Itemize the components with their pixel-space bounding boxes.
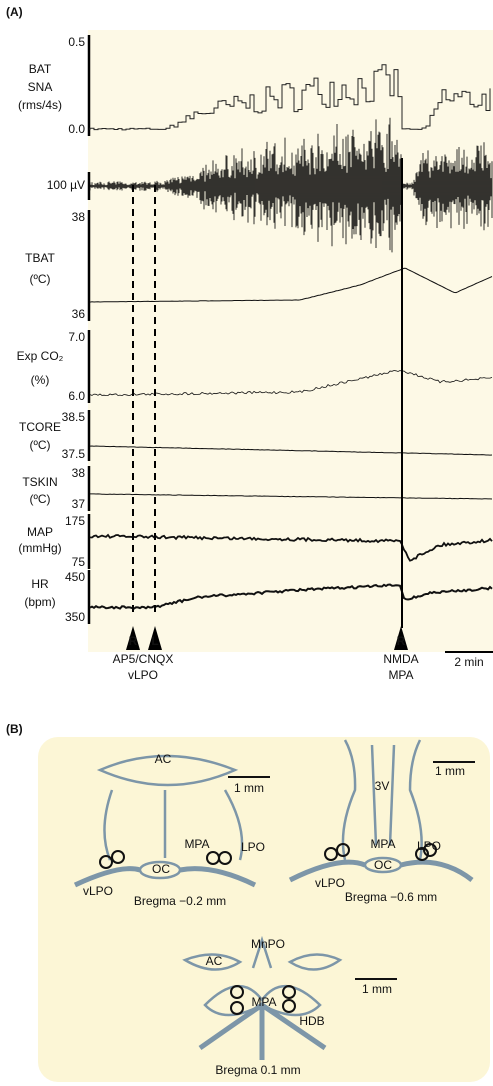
sna-trace <box>89 64 491 131</box>
label: HDB <box>299 1014 324 1028</box>
outline <box>288 859 474 883</box>
trace-name: HR <box>31 577 49 591</box>
scale-label: 0.0 <box>68 122 85 136</box>
scale-label: 38.5 <box>62 410 86 424</box>
label: MPA <box>184 837 209 851</box>
label: LPO <box>241 840 265 854</box>
trace-name: MAP <box>27 525 53 539</box>
brain-section <box>73 739 475 1060</box>
label: MPA <box>370 837 395 851</box>
time-scale-label: 2 min <box>454 655 483 669</box>
marker <box>148 626 162 650</box>
outline <box>341 739 423 861</box>
scale-label: 38 <box>72 210 86 224</box>
trace-name: TBAT <box>25 251 55 265</box>
tbat-trace <box>89 267 493 303</box>
outline <box>103 789 244 861</box>
scale-label: 6.0 <box>68 389 85 403</box>
scale-label: 450 <box>65 570 85 584</box>
trace-name: (ºC) <box>29 438 50 452</box>
scale-label: 37 <box>72 497 86 511</box>
outline <box>73 866 257 888</box>
site <box>230 1001 244 1015</box>
tskin-trace <box>90 493 493 500</box>
marker-label: R <box>129 634 138 648</box>
label: 1 mm <box>234 781 264 795</box>
label: LPO <box>417 839 441 853</box>
injection-site: vLPO <box>128 668 158 682</box>
co2-trace <box>89 370 493 397</box>
trace-name: (mmHg) <box>18 541 61 555</box>
hr-trace <box>89 583 493 610</box>
outline <box>96 754 239 787</box>
label: MPA <box>251 995 276 1009</box>
section-labels: AC 1 mm MPA LPO OC vLPO Bregma −0.2 mm 1… <box>83 752 465 1077</box>
traces: BAT SNA (rms/4s) 0.5 0.0 100 µV TBAT (ºC) 38 36 Ex… <box>17 35 493 682</box>
label: 1 mm <box>435 764 465 778</box>
injection-drug: AP5/CNQX <box>113 652 174 666</box>
map-trace <box>89 533 493 562</box>
label: OC <box>152 862 170 876</box>
trace-name: BAT <box>29 62 52 76</box>
label: MnPO <box>251 937 285 951</box>
site <box>336 843 350 857</box>
trace-name: Exp CO₂ <box>17 349 64 363</box>
scale-label: 100 µV <box>47 178 85 192</box>
panel-label: (B) <box>6 722 23 736</box>
panel-a-background <box>88 30 493 652</box>
site <box>218 851 232 865</box>
scale-label: 36 <box>72 307 86 321</box>
scale-label: 38 <box>72 466 86 480</box>
bregma: Bregma −0.6 mm <box>345 890 437 904</box>
outline <box>182 935 343 971</box>
injection-drug: NMDA <box>383 652 418 666</box>
label: vLPO <box>315 876 345 890</box>
marker <box>394 626 408 650</box>
tcore-trace <box>89 445 493 456</box>
marker <box>126 626 140 650</box>
marker-label: R <box>397 634 406 648</box>
scale-label: 0.5 <box>68 35 85 49</box>
label: OC <box>374 858 392 872</box>
trace-name: (bpm) <box>24 595 55 609</box>
bregma: Bregma 0.1 mm <box>215 1063 300 1077</box>
bregma: Bregma −0.2 mm <box>134 894 226 908</box>
site <box>282 985 296 999</box>
site <box>99 855 113 869</box>
scale-label: 75 <box>72 555 86 569</box>
label: 3V <box>375 779 390 793</box>
trace-name: (ºC) <box>29 492 50 506</box>
site <box>423 843 437 857</box>
scale-label: 175 <box>65 514 85 528</box>
label: vLPO <box>83 884 113 898</box>
site <box>324 847 338 861</box>
marker-label: L <box>151 634 158 648</box>
outline <box>198 1001 327 1060</box>
trace-name: TSKIN <box>22 475 57 489</box>
scale-label: 37.5 <box>62 447 86 461</box>
trace-name: (rms/4s) <box>18 98 62 112</box>
trace-name: SNA <box>28 80 53 94</box>
site <box>230 985 244 999</box>
panel-b-background <box>38 737 490 1082</box>
scale-label: 350 <box>65 610 85 624</box>
trace-name: TCORE <box>19 420 61 434</box>
injection-site: MPA <box>388 668 413 682</box>
panel-label: (A) <box>6 5 23 19</box>
trace-name: (%) <box>31 373 50 387</box>
site <box>415 847 429 861</box>
label: AC <box>155 752 172 766</box>
site <box>111 850 125 864</box>
scale-label: 7.0 <box>68 330 85 344</box>
label: AC <box>206 954 223 968</box>
site <box>282 999 296 1013</box>
label: 1 mm <box>362 982 392 996</box>
trace-name: (ºC) <box>29 272 50 286</box>
